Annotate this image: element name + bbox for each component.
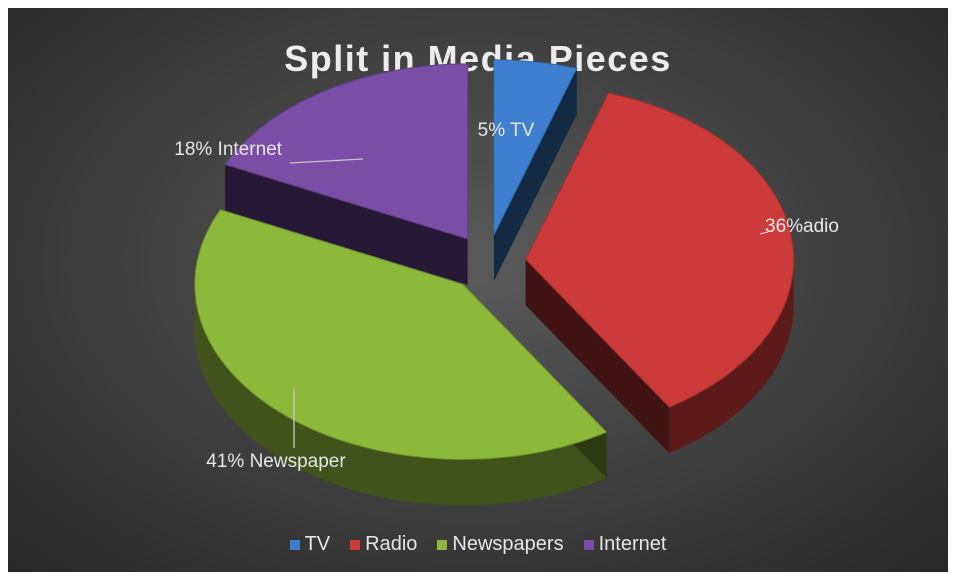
legend-item-radio: Radio xyxy=(350,533,417,556)
chart-legend: TV Radio Newspapers Internet xyxy=(8,533,948,556)
pie-chart: 5% TV 36%adio 41% Newspaper 18% Internet xyxy=(174,59,839,506)
pie-slice-radio xyxy=(525,92,795,408)
data-label-tv: 5% TV xyxy=(478,120,535,141)
pie-slice-internet xyxy=(224,63,469,240)
pie-face-internet-0 xyxy=(225,164,468,285)
pie-slice-tv xyxy=(493,59,578,236)
leader-line-radio xyxy=(759,231,769,235)
pie-face-tv-1 xyxy=(493,68,577,281)
legend-item-internet: Internet xyxy=(583,533,667,556)
data-label-radio: 36%adio xyxy=(765,216,839,237)
data-label-internet: 18% Internet xyxy=(174,139,282,160)
legend-swatch-newspapers xyxy=(437,539,448,550)
legend-label-newspapers: Newspapers xyxy=(452,533,564,555)
pie-face-radio-1 xyxy=(525,259,670,454)
legend-item-tv: TV xyxy=(289,533,331,556)
pie-side-radio xyxy=(669,259,794,454)
leader-line-internet xyxy=(289,158,364,164)
pie-slice-newspapers xyxy=(194,209,608,460)
legend-item-newspapers: Newspapers xyxy=(437,533,564,556)
legend-label-radio: Radio xyxy=(365,533,418,555)
legend-swatch-radio xyxy=(350,539,361,550)
legend-swatch-internet xyxy=(583,539,594,550)
chart-area: Split in Media Pieces 5% TV 36%adio 41% … xyxy=(8,8,948,572)
legend-swatch-tv xyxy=(289,539,300,550)
chart-title: Split in Media Pieces xyxy=(284,38,672,79)
legend-label-tv: TV xyxy=(304,533,331,555)
pie-side-newspapers xyxy=(194,284,607,506)
legend-label-internet: Internet xyxy=(598,533,667,555)
data-label-newspaper: 41% Newspaper xyxy=(206,451,346,472)
